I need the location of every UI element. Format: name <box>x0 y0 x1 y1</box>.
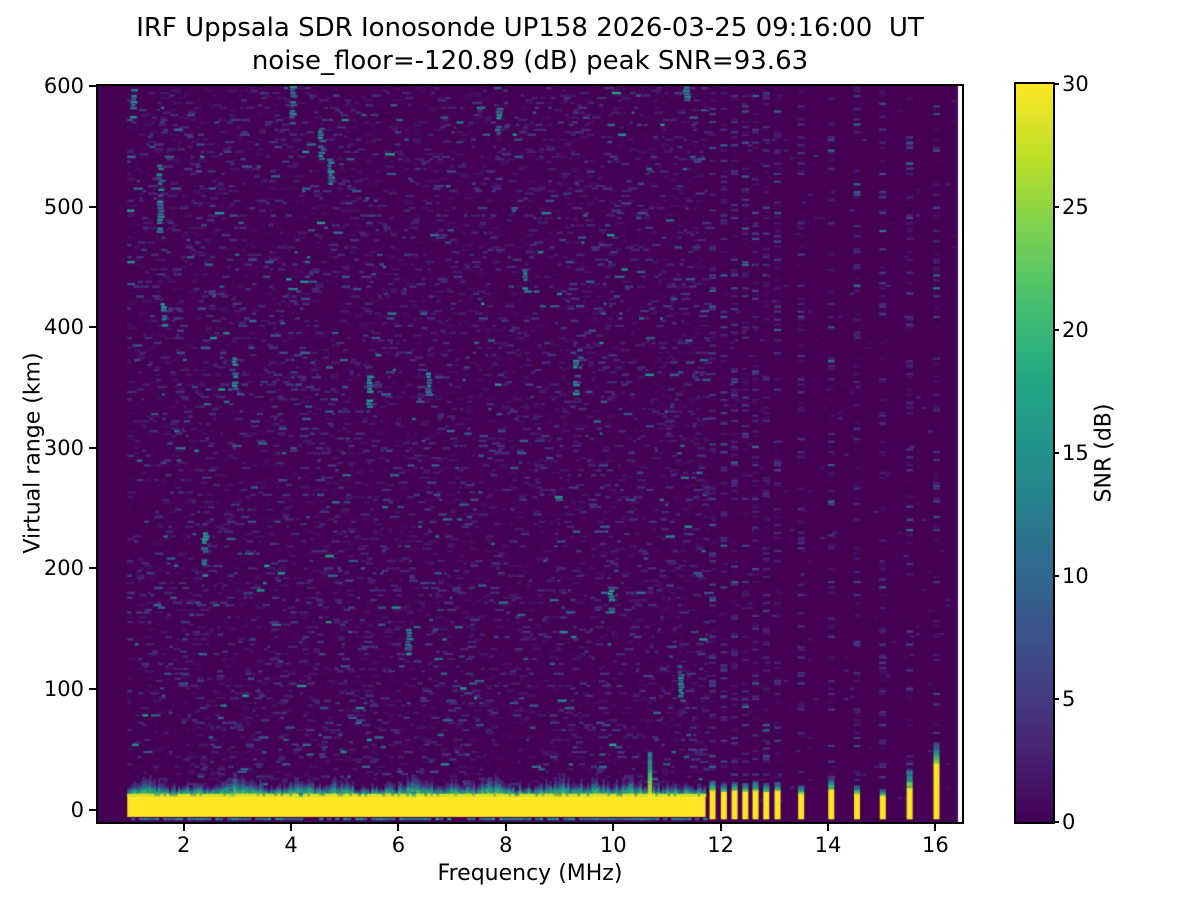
x-tick-mark <box>719 824 722 831</box>
colorbar-tick-mark <box>1053 575 1059 577</box>
plot-area <box>96 84 964 824</box>
y-tick-label: 300 <box>43 435 84 460</box>
y-tick-mark <box>89 85 96 87</box>
x-tick-label: 10 <box>599 833 627 857</box>
x-tick-label: 8 <box>499 833 513 857</box>
colorbar-tick-mark <box>1053 206 1059 208</box>
y-tick-label: 0 <box>70 797 84 822</box>
colorbar-gradient <box>1016 84 1053 822</box>
colorbar-tick-mark <box>1053 698 1059 700</box>
x-tick-mark <box>504 824 507 831</box>
colorbar <box>1014 82 1055 824</box>
x-tick-label: 2 <box>176 833 191 857</box>
x-tick-label: 6 <box>391 833 406 857</box>
y-tick-mark <box>89 205 96 208</box>
colorbar-tick-label: 25 <box>1062 195 1089 219</box>
y-tick-mark <box>89 446 96 449</box>
ionogram-heatmap-canvas <box>98 86 962 822</box>
colorbar-tick-label: 10 <box>1062 564 1089 588</box>
y-tick-label: 600 <box>43 74 84 98</box>
y-tick-mark <box>89 326 96 329</box>
colorbar-tick-label: 20 <box>1062 318 1089 342</box>
x-tick-mark <box>397 824 400 831</box>
colorbar-tick-mark <box>1053 821 1059 823</box>
colorbar-tick-label: 30 <box>1062 72 1089 96</box>
x-tick-mark <box>182 824 185 831</box>
colorbar-tick-label: 5 <box>1062 687 1076 711</box>
x-tick-label: 12 <box>707 833 734 857</box>
plot-subtitle: noise_floor=-120.89 (dB) peak SNR=93.63 <box>251 46 809 76</box>
colorbar-tick-mark <box>1053 329 1059 331</box>
y-tick-label: 500 <box>43 194 84 219</box>
x-axis-label: Frequency (MHz) <box>437 861 623 886</box>
x-tick-mark <box>934 824 937 831</box>
y-tick-label: 400 <box>43 315 84 340</box>
y-tick-mark <box>89 567 96 570</box>
y-tick-label: 200 <box>43 556 84 581</box>
y-tick-label: 100 <box>43 677 84 702</box>
y-tick-mark <box>89 808 96 811</box>
y-tick-mark <box>89 688 96 691</box>
x-tick-mark <box>290 824 293 831</box>
x-tick-label: 14 <box>814 833 842 857</box>
x-tick-label: 4 <box>284 833 298 857</box>
colorbar-tick-label: 15 <box>1062 441 1089 465</box>
x-tick-label: 16 <box>922 833 949 857</box>
x-tick-mark <box>827 824 830 831</box>
colorbar-tick-label: 0 <box>1062 810 1076 834</box>
plot-title: IRF Uppsala SDR Ionosonde UP158 2026-03-… <box>136 13 924 43</box>
x-tick-mark <box>612 824 615 831</box>
colorbar-tick-mark <box>1053 452 1059 454</box>
colorbar-tick-mark <box>1053 83 1059 85</box>
